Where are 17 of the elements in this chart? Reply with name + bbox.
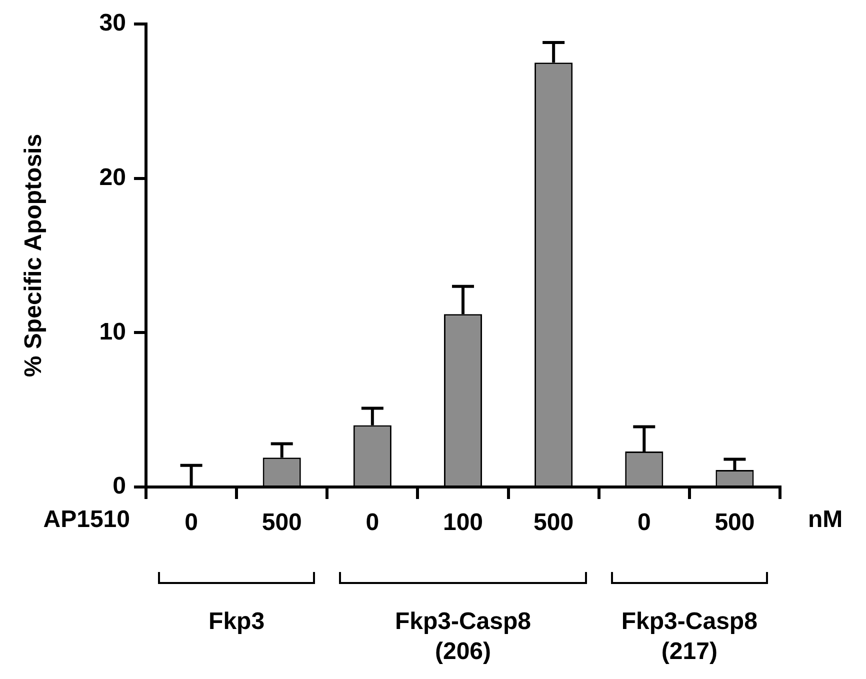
y-tick-label: 20 [99,164,126,191]
text: Fkp3-Casp8 (217) [620,607,758,667]
x-tick-label: 100 [442,509,484,536]
y-tick-label: 30 [99,10,126,37]
y-tick-label: 10 [99,318,126,346]
y-tick-label: 0 [112,472,126,500]
text: Fkp3-Casp8 (206) [394,607,532,667]
text: AP1510 [43,505,130,535]
text: Fkp3 [208,607,266,637]
y-axis-title: % Specific Apoptosis [20,134,48,378]
x-tick-label: 500 [262,509,302,536]
x-tick-label: 0 [366,509,380,536]
x-tick-label: 500 [534,509,574,536]
x-tick-label: 0 [184,509,198,536]
x-tick-label: 0 [637,509,651,536]
x-tick-label: 500 [714,509,755,536]
text: nM [808,505,843,535]
